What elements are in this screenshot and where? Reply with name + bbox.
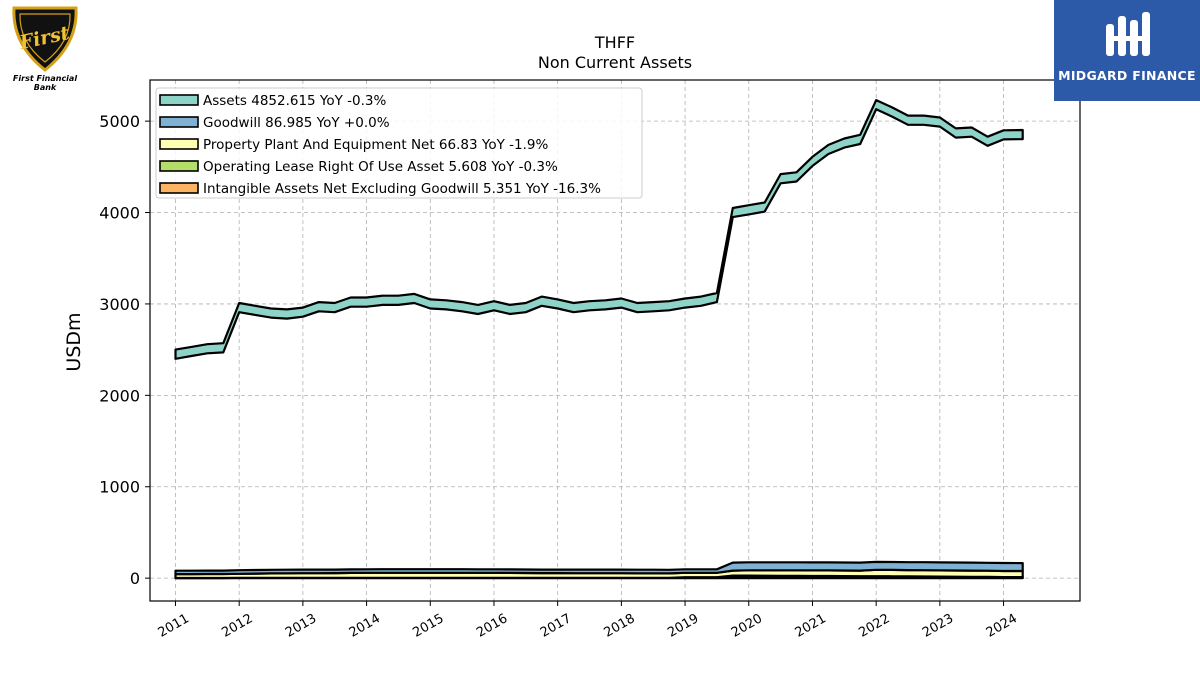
chart-subtitle: Non Current Assets: [538, 53, 692, 72]
x-tick-label: 2011: [156, 611, 192, 641]
legend: Assets 4852.615 YoY -0.3% Goodwill 86.985…: [155, 87, 643, 199]
legend-swatch: [159, 160, 199, 172]
legend-swatch: [159, 182, 199, 194]
shield-icon: First: [12, 6, 78, 72]
series-area-assets: [174, 99, 1024, 360]
plot-frame: [149, 79, 1081, 602]
x-tick-label: 2022: [856, 611, 892, 641]
x-tick-label: 2019: [665, 611, 701, 641]
x-tick-label: 2016: [474, 611, 510, 641]
x-tick-label: 2012: [219, 611, 255, 641]
x-tick-label: 2018: [602, 611, 638, 641]
chart-title: THFF: [594, 33, 635, 52]
midgard-finance-logo: MIDGARD FINANCE: [1054, 0, 1200, 101]
legend-label: Property Plant And Equipment Net 66.83 Y…: [203, 137, 548, 153]
y-tick-label: 2000: [99, 386, 140, 405]
x-tick-label: 2021: [793, 611, 829, 641]
midgard-mark-icon: [1106, 12, 1150, 56]
x-tick-label: 2017: [538, 611, 574, 641]
legend-label: Goodwill 86.985 YoY +0.0%: [203, 115, 390, 131]
x-tick-label: 2023: [920, 611, 956, 641]
y-tick-label: 0: [130, 569, 140, 588]
brand-name: MIDGARD FINANCE: [1058, 68, 1196, 83]
series-area-goodwill: [174, 560, 1024, 576]
y-tick-label: 1000: [99, 478, 140, 497]
legend-box: [155, 87, 643, 199]
y-tick-label: 3000: [99, 295, 140, 314]
legend-swatch: [159, 94, 199, 106]
bank-name: First Financial Bank: [12, 74, 78, 92]
legend-label: Intangible Assets Net Excluding Goodwill…: [203, 181, 601, 197]
y-tick-label: 5000: [99, 112, 140, 131]
x-tick-label: 2024: [984, 611, 1020, 641]
x-tick-label: 2015: [410, 611, 446, 641]
legend-swatch: [159, 138, 199, 150]
legend-label: Operating Lease Right Of Use Asset 5.608…: [203, 159, 558, 175]
legend-swatch: [159, 116, 199, 128]
x-tick-label: 2020: [729, 611, 765, 641]
x-tick-label: 2013: [283, 611, 319, 641]
y-tick-label: 4000: [99, 204, 140, 223]
x-tick-label: 2014: [347, 611, 383, 641]
y-axis-label: USDm: [63, 312, 85, 371]
first-financial-logo: First First Financial Bank: [4, 4, 86, 92]
legend-label: Assets 4852.615 YoY -0.3%: [203, 93, 387, 109]
